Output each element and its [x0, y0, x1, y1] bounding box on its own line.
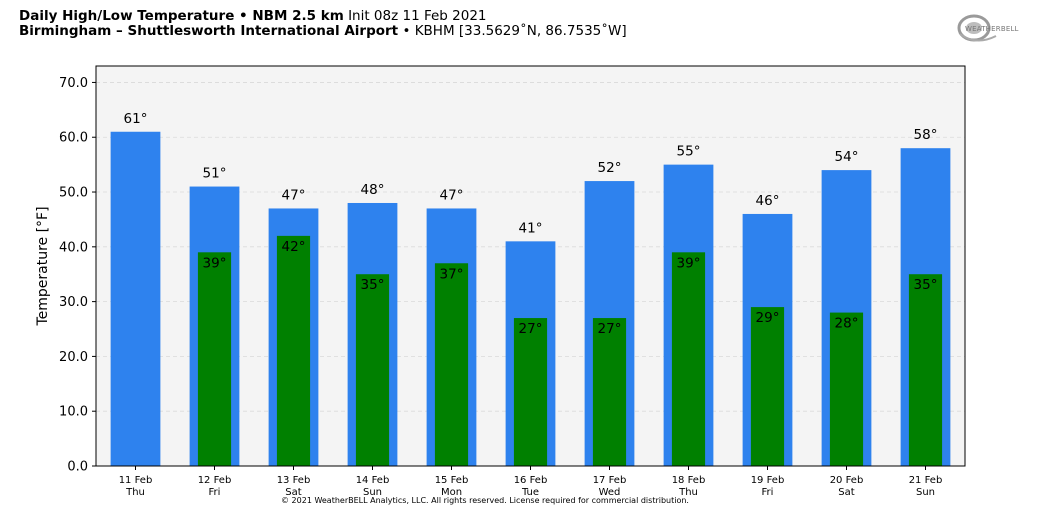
low-bar [908, 274, 943, 466]
low-value-label: 27° [598, 321, 622, 337]
high-value-label: 58° [914, 127, 938, 143]
x-tick-weekday: Wed [599, 487, 621, 498]
weatherbell-logo-icon [957, 14, 997, 42]
plot-frame [95, 65, 966, 467]
x-tick-date: 16 Feb [514, 475, 548, 486]
y-axis-label: Temperature [°F] [35, 206, 51, 326]
low-bar [276, 235, 311, 466]
x-tick-weekday: Sat [838, 487, 854, 498]
x-tick-date: 12 Feb [198, 475, 232, 486]
high-value-label: 46° [756, 193, 780, 209]
low-bar [434, 263, 469, 466]
x-tick-weekday: Mon [441, 487, 462, 498]
high-bar [110, 131, 161, 466]
low-value-label: 35° [361, 277, 385, 293]
logo-text: WEATHERBELL [965, 25, 1019, 33]
y-tick-label: 70.0 [59, 76, 88, 91]
station-info: • KBHM [33.5629˚N, 86.7535˚W] [402, 22, 627, 39]
x-tick-date: 17 Feb [593, 475, 627, 486]
location-line: Birmingham – Shuttlesworth International… [19, 22, 627, 39]
x-tick-date: 14 Feb [356, 475, 390, 486]
high-value-label: 47° [282, 187, 306, 203]
chart-header: Daily High/Low Temperature • NBM 2.5 km … [19, 9, 627, 38]
high-value-label: 61° [124, 111, 148, 127]
x-tick-weekday: Thu [678, 487, 698, 498]
low-bar [671, 252, 706, 466]
y-tick-label: 20.0 [59, 350, 88, 365]
high-value-label: 52° [598, 160, 622, 176]
x-tick-weekday: Fri [762, 487, 774, 498]
chart-title: Daily High/Low Temperature • NBM 2.5 km [19, 8, 344, 24]
y-tick-label: 60.0 [59, 131, 88, 146]
low-value-label: 39° [677, 255, 701, 271]
location-name: Birmingham – Shuttlesworth International… [19, 22, 399, 39]
copyright-notice: © 2021 WeatherBELL Analytics, LLC. All r… [281, 496, 689, 505]
x-tick-date: 20 Feb [830, 475, 864, 486]
y-tick-label: 40.0 [59, 240, 88, 255]
low-value-label: 28° [835, 316, 859, 332]
low-bar [513, 318, 548, 466]
low-bar [197, 252, 232, 466]
low-value-label: 35° [914, 277, 938, 293]
low-value-label: 29° [756, 310, 780, 326]
low-bar [829, 312, 864, 466]
high-value-label: 48° [361, 182, 385, 198]
x-tick-weekday: Thu [125, 487, 145, 498]
x-tick-date: 21 Feb [909, 475, 943, 486]
y-tick-label: 10.0 [59, 405, 88, 420]
x-tick-date: 11 Feb [119, 475, 153, 486]
low-value-label: 39° [203, 255, 227, 271]
high-value-label: 51° [203, 166, 227, 182]
high-value-label: 41° [519, 220, 543, 236]
high-value-label: 55° [677, 144, 701, 160]
x-tick-weekday: Sat [285, 487, 301, 498]
y-tick-label: 30.0 [59, 295, 88, 310]
y-tick-label: 0.0 [67, 460, 88, 475]
low-bar [592, 318, 627, 466]
low-bar [750, 307, 785, 466]
x-tick-date: 15 Feb [435, 475, 469, 486]
x-tick-date: 19 Feb [751, 475, 785, 486]
high-value-label: 54° [835, 149, 859, 165]
high-value-label: 47° [440, 187, 464, 203]
x-tick-weekday: Fri [209, 487, 221, 498]
x-tick-weekday: Tue [521, 487, 539, 498]
x-tick-date: 13 Feb [277, 475, 311, 486]
init-time: Init 08z 11 Feb 2021 [348, 8, 487, 24]
x-tick-weekday: Sun [363, 487, 382, 498]
x-tick-weekday: Sun [916, 487, 935, 498]
low-bar [355, 274, 390, 466]
low-value-label: 37° [440, 266, 464, 282]
low-value-label: 27° [519, 321, 543, 337]
y-tick-label: 50.0 [59, 186, 88, 201]
low-value-label: 42° [282, 239, 306, 255]
x-tick-date: 18 Feb [672, 475, 706, 486]
title-line: Daily High/Low Temperature • NBM 2.5 km … [19, 9, 627, 24]
